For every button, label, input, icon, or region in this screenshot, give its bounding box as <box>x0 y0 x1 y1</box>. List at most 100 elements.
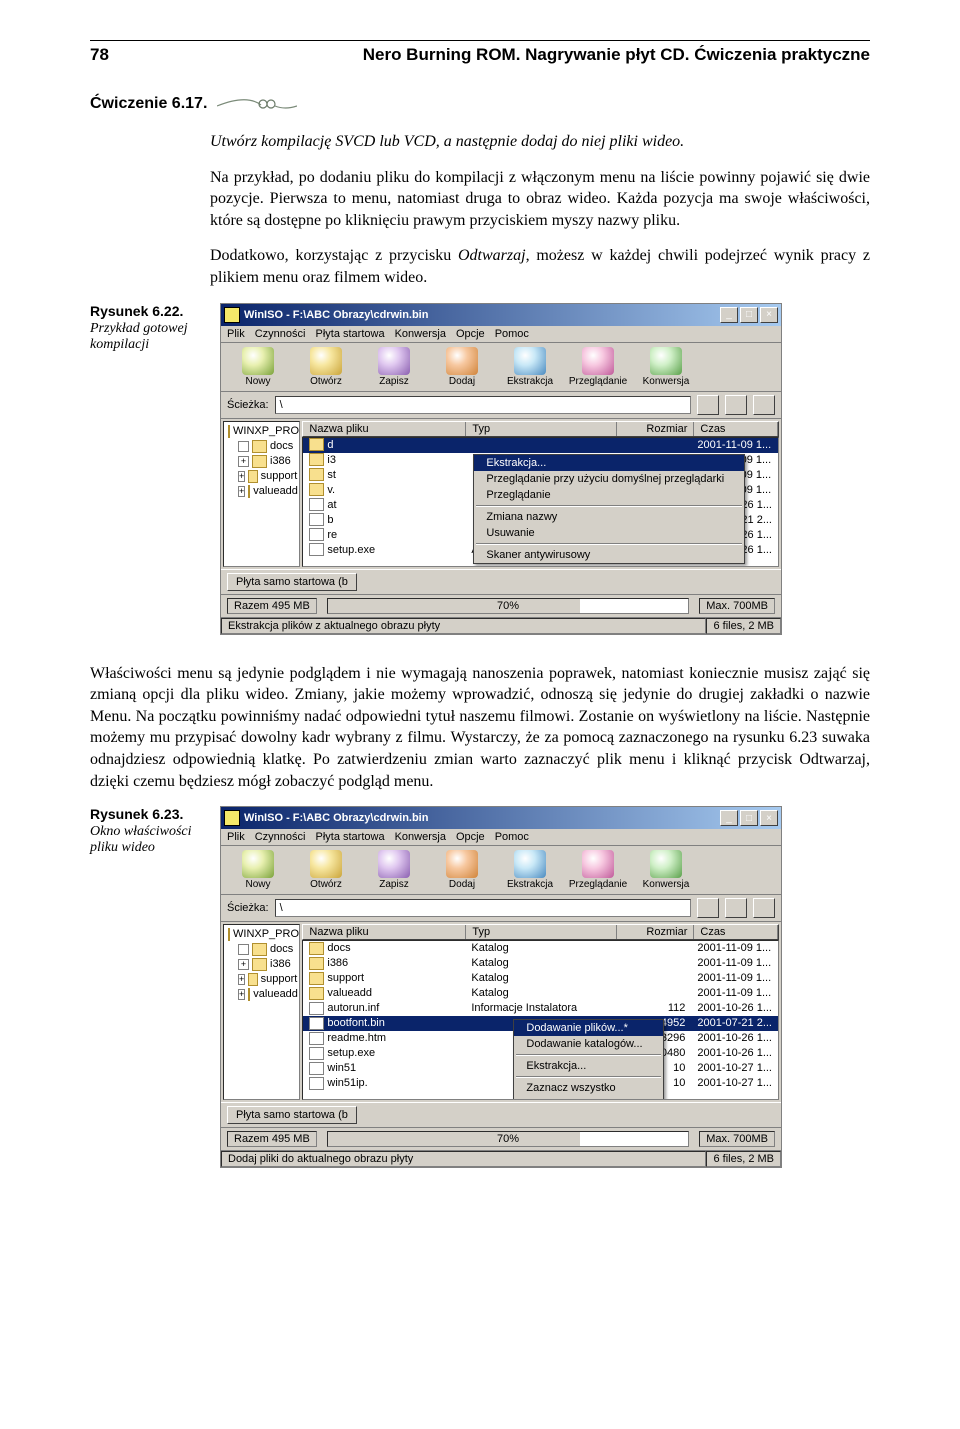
tree-item[interactable]: + i386 <box>226 957 297 972</box>
context-menu-item[interactable]: Zaznacz wszystko <box>514 1080 662 1096</box>
tree-expander-icon[interactable]: + <box>238 989 245 1000</box>
context-menu-item[interactable]: Zmiana nazwy <box>474 509 744 525</box>
boot-disc-button[interactable]: Płyta samo startowa (b <box>227 573 357 591</box>
tree-pane[interactable]: WINXP_PRO docs + i386 + support + valuea… <box>223 421 300 567</box>
toolbar-button[interactable]: Dodaj <box>431 347 493 387</box>
menu-item[interactable]: Konwersja <box>395 831 446 843</box>
minimize-button[interactable]: _ <box>720 810 738 826</box>
path-button[interactable] <box>753 395 775 415</box>
list-row[interactable]: autorun.inf Informacje Instalatora 112 2… <box>303 1001 778 1016</box>
boot-disc-button[interactable]: Płyta samo startowa (b <box>227 1106 357 1124</box>
menu-item[interactable]: Opcje <box>456 328 485 340</box>
titlebar[interactable]: WinISO - F:\ABC Obrazy\cdrwin.bin _ □ × <box>221 807 781 829</box>
context-menu[interactable]: Ekstrakcja...Przeglądanie przy użyciu do… <box>473 454 745 564</box>
context-menu[interactable]: Dodawanie plików...*Dodawanie katalogów.… <box>513 1019 663 1100</box>
boot-bar: Płyta samo startowa (b <box>221 1102 781 1127</box>
context-menu-item[interactable]: Dodawanie katalogów... <box>514 1036 662 1052</box>
list-header[interactable]: Nazwa pliku Typ Rozmiar Czas <box>302 924 779 940</box>
path-field[interactable]: \ <box>275 396 691 414</box>
tree-item[interactable]: docs <box>226 439 297 454</box>
path-button[interactable] <box>697 898 719 918</box>
menu-item[interactable]: Płyta startowa <box>315 831 384 843</box>
menu-item[interactable]: Opcje <box>456 831 485 843</box>
status-count: 6 files, 2 MB <box>706 1151 781 1167</box>
toolbar-button[interactable]: Otwórz <box>295 347 357 387</box>
maximize-button[interactable]: □ <box>740 810 758 826</box>
tree-expander-icon[interactable]: + <box>238 974 245 985</box>
path-field[interactable]: \ <box>275 899 691 917</box>
context-menu-item[interactable]: Usuwanie <box>474 525 744 541</box>
tree-expander-icon[interactable]: + <box>238 456 249 467</box>
status-max: Max. 700MB <box>699 598 775 614</box>
toolbar-icon <box>514 850 546 878</box>
list-row[interactable]: support Katalog 2001-11-09 1... <box>303 971 778 986</box>
tree-item[interactable]: + support <box>226 972 297 987</box>
tree-item[interactable]: docs <box>226 942 297 957</box>
tree-expander-icon[interactable]: + <box>238 959 249 970</box>
toolbar-button[interactable]: Zapisz <box>363 850 425 890</box>
context-menu-item[interactable]: Ekstrakcja... <box>474 455 744 471</box>
path-button[interactable] <box>753 898 775 918</box>
list-row[interactable]: docs Katalog 2001-11-09 1... <box>303 941 778 956</box>
tree-expander-icon[interactable]: + <box>238 471 245 482</box>
context-menu-item[interactable]: Przeglądanie <box>474 487 744 503</box>
file-icon <box>309 513 324 526</box>
context-menu-item[interactable]: Ekstrakcja... <box>514 1058 662 1074</box>
maximize-button[interactable]: □ <box>740 307 758 323</box>
toolbar-button[interactable]: Zapisz <box>363 347 425 387</box>
folder-icon <box>252 440 267 453</box>
tree-root[interactable]: WINXP_PRO <box>226 424 297 439</box>
context-menu-item[interactable]: Skaner antywirusowy <box>514 1096 662 1100</box>
menu-item[interactable]: Płyta startowa <box>315 328 384 340</box>
tree-expander-icon[interactable] <box>238 944 249 955</box>
menu-item[interactable]: Plik <box>227 831 245 843</box>
tree-item[interactable]: + i386 <box>226 454 297 469</box>
menu-item[interactable]: Czynności <box>255 328 306 340</box>
list-row[interactable]: valueadd Katalog 2001-11-09 1... <box>303 986 778 1001</box>
context-menu-item[interactable]: Skaner antywirusowy <box>474 547 744 563</box>
file-icon <box>309 1077 324 1090</box>
toolbar-button[interactable]: Przeglądanie <box>567 347 629 387</box>
context-menu-item[interactable]: Dodawanie plików...* <box>514 1020 662 1036</box>
status-total: Razem 495 MB <box>227 598 317 614</box>
screenshot-623: WinISO - F:\ABC Obrazy\cdrwin.bin _ □ × … <box>220 806 782 1168</box>
toolbar-button[interactable]: Przeglądanie <box>567 850 629 890</box>
toolbar-button[interactable]: Ekstrakcja <box>499 347 561 387</box>
menu-item[interactable]: Konwersja <box>395 328 446 340</box>
menu-item[interactable]: Czynności <box>255 831 306 843</box>
tree-item[interactable]: + support <box>226 469 297 484</box>
list-row[interactable]: i386 Katalog 2001-11-09 1... <box>303 956 778 971</box>
menu-item[interactable]: Pomoc <box>495 831 529 843</box>
menu-item[interactable]: Pomoc <box>495 328 529 340</box>
screenshot-622: WinISO - F:\ABC Obrazy\cdrwin.bin _ □ × … <box>220 303 782 635</box>
close-button[interactable]: × <box>760 810 778 826</box>
list-header[interactable]: Nazwa pliku Typ Rozmiar Czas <box>302 421 779 437</box>
swoosh-icon <box>217 96 297 112</box>
toolbar-icon <box>378 347 410 375</box>
toolbar-button[interactable]: Ekstrakcja <box>499 850 561 890</box>
titlebar[interactable]: WinISO - F:\ABC Obrazy\cdrwin.bin _ □ × <box>221 304 781 326</box>
tree-item[interactable]: + valueadd <box>226 987 297 1002</box>
tree-expander-icon[interactable] <box>238 441 249 452</box>
tree-root[interactable]: WINXP_PRO <box>226 927 297 942</box>
path-button[interactable] <box>725 898 747 918</box>
toolbar-button[interactable]: Dodaj <box>431 850 493 890</box>
toolbar-icon <box>446 850 478 878</box>
close-button[interactable]: × <box>760 307 778 323</box>
tree-item[interactable]: + valueadd <box>226 484 297 499</box>
tree-expander-icon[interactable]: + <box>238 486 245 497</box>
toolbar-button[interactable]: Otwórz <box>295 850 357 890</box>
path-button[interactable] <box>697 395 719 415</box>
toolbar-button[interactable]: Konwersja <box>635 347 697 387</box>
tree-pane[interactable]: WINXP_PRO docs + i386 + support + valuea… <box>223 924 300 1100</box>
minimize-button[interactable]: _ <box>720 307 738 323</box>
file-list[interactable]: Nazwa pliku Typ Rozmiar Czas docs Katalo… <box>302 924 779 1100</box>
file-list[interactable]: Nazwa pliku Typ Rozmiar Czas d 2001-11-0… <box>302 421 779 567</box>
context-menu-item[interactable]: Przeglądanie przy użyciu domyślnej przeg… <box>474 471 744 487</box>
toolbar-button[interactable]: Konwersja <box>635 850 697 890</box>
path-button[interactable] <box>725 395 747 415</box>
menu-item[interactable]: Plik <box>227 328 245 340</box>
toolbar-button[interactable]: Nowy <box>227 347 289 387</box>
list-row[interactable]: d 2001-11-09 1... <box>303 438 778 453</box>
toolbar-button[interactable]: Nowy <box>227 850 289 890</box>
